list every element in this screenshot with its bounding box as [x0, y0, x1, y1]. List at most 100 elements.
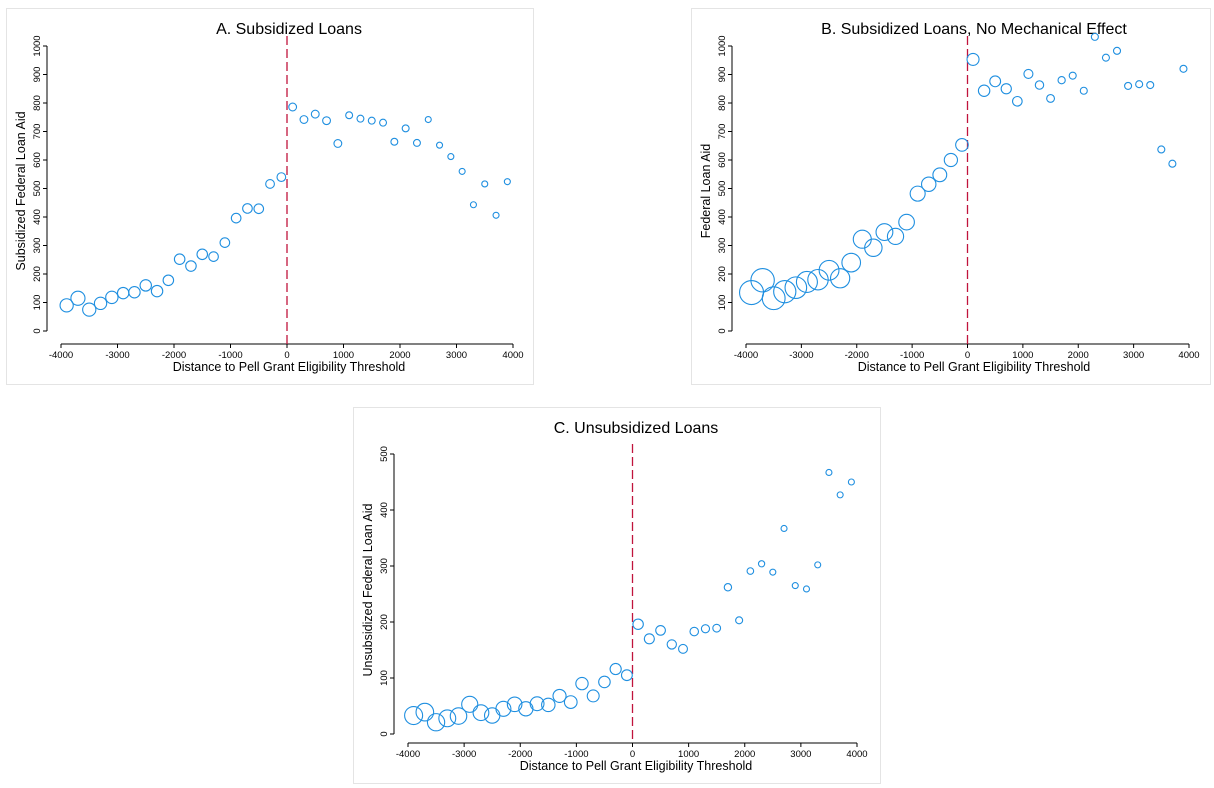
chart-b-x-tick-label: 3000: [1123, 350, 1144, 361]
chart-a-data-point: [390, 137, 399, 146]
chart-c-data-point: [563, 695, 578, 709]
chart-b-y-tick-label: 0: [717, 328, 728, 333]
chart-b-data-point: [841, 252, 862, 273]
chart-a-y-tick-label: 1000: [32, 35, 43, 56]
chart-c-x-tick-label: 2000: [734, 749, 755, 760]
chart-a-x-tick-label: 2000: [389, 350, 410, 361]
chart-c-data-point: [609, 662, 622, 676]
chart-b-data-point: [932, 167, 948, 183]
chart-c-data-point: [552, 688, 567, 704]
chart-c-y-tick-label: 0: [379, 731, 390, 736]
chart-a-x-tick-label: -4000: [49, 350, 73, 361]
chart-b-x-axis-label: Distance to Pell Grant Eligibility Thres…: [858, 360, 1091, 374]
chart-c-data-point: [836, 491, 844, 499]
chart-b-x-tick-label: -4000: [734, 350, 758, 361]
chart-a-data-point: [185, 260, 197, 272]
chart-c-data-point: [780, 524, 788, 533]
chart-c-data-point: [541, 697, 556, 713]
chart-a-y-tick-label: 300: [32, 238, 43, 254]
chart-b-x-tick-label: 2000: [1068, 350, 1089, 361]
chart-b-data-point: [989, 75, 1002, 88]
chart-b-data-point: [1011, 95, 1023, 107]
chart-a-y-tick-label: 600: [32, 152, 43, 168]
chart-a-data-point: [379, 118, 388, 127]
chart-a-x-tick-label: 4000: [502, 350, 523, 361]
chart-a-y-tick-label: 900: [32, 67, 43, 83]
chart-c-y-tick-label: 300: [379, 558, 390, 574]
chart-b-data-point: [818, 259, 840, 281]
chart-a-data-point: [162, 274, 175, 287]
chart-b-x-tick-label: -2000: [845, 350, 869, 361]
chart-c-x-tick-label: 3000: [790, 749, 811, 760]
chart-b-data-point: [966, 52, 980, 66]
chart-b-data-point: [955, 138, 969, 152]
chart-c-data-point: [689, 626, 700, 637]
chart-c-y-axis-label: Unsubsidized Federal Loan Aid: [361, 503, 375, 676]
chart-c-data-point: [847, 478, 855, 486]
chart-c-data-point: [404, 705, 424, 726]
chart-c-data-point: [791, 582, 799, 590]
chart-a-y-axis-label: Subsidized Federal Loan Aid: [14, 111, 28, 270]
chart-a-data-point: [242, 203, 253, 214]
chart-c-data-point: [712, 623, 722, 633]
chart-b-data-point: [920, 176, 937, 192]
chart-c-data-point: [655, 625, 666, 636]
chart-b-data-point: [1101, 53, 1110, 62]
chart-a-x-tick-label: -1000: [218, 350, 242, 361]
chart-a-data-point: [128, 285, 141, 299]
chart-a-data-point: [150, 284, 164, 298]
chart-a-data-point: [458, 167, 466, 175]
chart-c-svg: C. Unsubsidized Loans Distance to Pell G…: [361, 420, 868, 773]
chart-b-data-point: [1124, 81, 1133, 90]
chart-a-y-tick-label: 200: [32, 266, 43, 282]
chart-b-data-point: [1168, 159, 1177, 168]
chart-a-data-point: [401, 124, 410, 133]
chart-a-data-point: [93, 296, 108, 311]
chart-a-data-point: [288, 102, 298, 112]
chart-b-y-tick-label: 200: [717, 266, 728, 282]
chart-c-x-tick-label: 4000: [846, 749, 867, 760]
chart-a-data-point: [70, 290, 86, 306]
chart-b-data-point: [1057, 76, 1066, 85]
chart-c-data-point: [746, 567, 755, 575]
chart-a-data-point: [310, 109, 320, 119]
chart-a-x-tick-label: 3000: [446, 350, 467, 361]
chart-b-y-tick-label: 600: [717, 152, 728, 168]
chart-a-x-tick-label: 1000: [333, 350, 354, 361]
chart-a-data-point: [333, 139, 343, 148]
chart-b-x-tick-label: -3000: [789, 350, 813, 361]
chart-b-data-point: [1079, 86, 1088, 95]
chart-a-data-point: [219, 237, 231, 248]
chart-b-x-tick-label: -1000: [900, 350, 924, 361]
chart-a-data-point: [139, 279, 153, 292]
chart-c-data-point: [426, 713, 446, 732]
chart-c-data-point: [666, 639, 677, 650]
chart-a-data-point: [59, 298, 74, 313]
chart-a-data-point: [299, 115, 309, 124]
chart-b-data-point: [852, 229, 872, 249]
chart-a-data-point: [196, 248, 209, 261]
chart-c-data-point: [723, 583, 733, 592]
chart-a-data-point: [356, 114, 365, 123]
chart-a-data-point: [492, 211, 500, 219]
chart-b-y-tick-label: 900: [717, 67, 728, 83]
chart-a-data-point: [412, 138, 421, 147]
chart-b-data-point: [784, 276, 808, 300]
chart-a-x-tick-label: -3000: [105, 350, 129, 361]
chart-c-data-point: [802, 585, 811, 593]
chart-a-data-point: [265, 179, 275, 189]
chart-b-data-point: [795, 270, 818, 294]
chart-a-data-point: [276, 172, 287, 182]
chart-b-data-point: [943, 152, 959, 168]
chart-b-data-point: [1000, 83, 1012, 95]
chart-b-data-point: [1090, 32, 1099, 41]
chart-c-x-tick-label: -2000: [508, 749, 532, 760]
chart-c-data-point: [461, 695, 479, 713]
chart-a-data-point: [116, 286, 130, 300]
chart-b-data-point: [1146, 80, 1155, 90]
chart-a-data-point: [105, 290, 119, 305]
chart-b-data-point: [1112, 46, 1122, 55]
chart-c-data-point: [825, 468, 833, 477]
chart-a-y-tick-label: 100: [32, 295, 43, 311]
chart-c-data-point: [495, 700, 512, 717]
